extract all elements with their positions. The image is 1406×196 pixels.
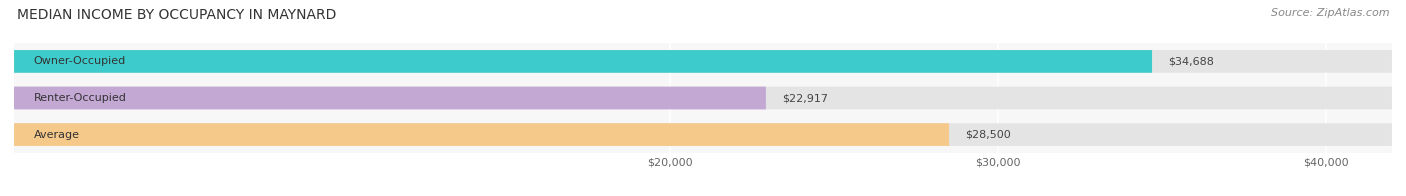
FancyBboxPatch shape [14, 87, 766, 109]
Text: Average: Average [34, 130, 80, 140]
FancyBboxPatch shape [14, 50, 1392, 73]
FancyBboxPatch shape [14, 123, 1392, 146]
Text: Owner-Occupied: Owner-Occupied [34, 56, 127, 66]
Text: Renter-Occupied: Renter-Occupied [34, 93, 127, 103]
FancyBboxPatch shape [14, 123, 949, 146]
Text: MEDIAN INCOME BY OCCUPANCY IN MAYNARD: MEDIAN INCOME BY OCCUPANCY IN MAYNARD [17, 8, 336, 22]
Text: $34,688: $34,688 [1168, 56, 1215, 66]
Text: $28,500: $28,500 [966, 130, 1011, 140]
Text: $22,917: $22,917 [782, 93, 828, 103]
Text: Source: ZipAtlas.com: Source: ZipAtlas.com [1271, 8, 1389, 18]
FancyBboxPatch shape [14, 87, 1392, 109]
FancyBboxPatch shape [14, 50, 1152, 73]
